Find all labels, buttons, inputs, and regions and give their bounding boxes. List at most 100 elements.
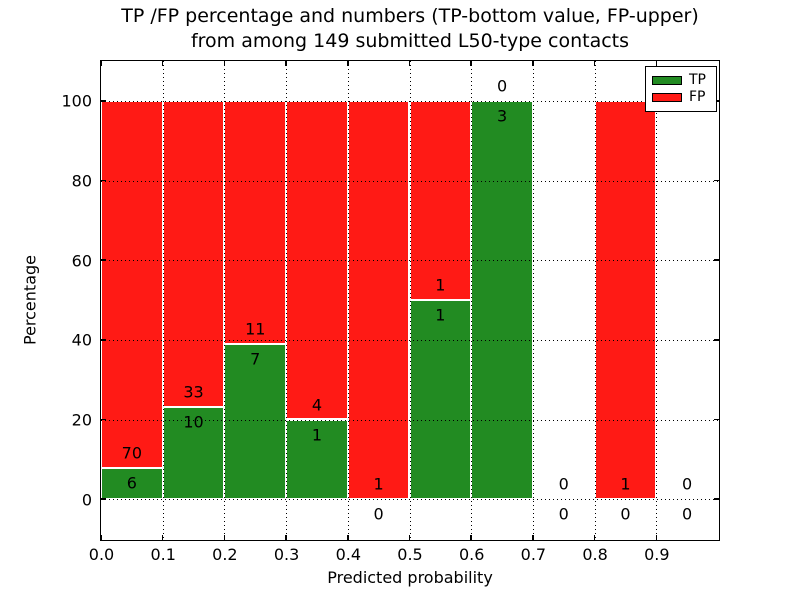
legend-entry-fp: FP: [652, 89, 710, 106]
annotation-fp-count: 4: [311, 395, 323, 414]
bar-segment-fp: [162, 100, 225, 407]
annotation-fp-count: 33: [183, 382, 204, 402]
x-tick-label: 0.1: [150, 545, 176, 564]
x-tick-label: 0.7: [520, 545, 547, 564]
grid-line-vertical: [409, 61, 411, 539]
x-tick-mark: [161, 535, 164, 540]
grid-line-vertical: [594, 61, 596, 539]
x-tick-mark: [593, 61, 596, 66]
x-tick-mark: [285, 61, 287, 66]
x-tick-label: 0.9: [644, 545, 670, 564]
annotation-tp-count: 0: [558, 504, 569, 524]
y-tick-mark: [714, 179, 719, 182]
y-tick-mark: [714, 498, 719, 500]
annotation-fp-count: 1: [373, 474, 384, 494]
chart-title: TP /FP percentage and numbers (TP-bottom…: [100, 4, 720, 54]
annotation-tp-count: 0: [682, 504, 693, 524]
y-tick-mark: [714, 418, 719, 421]
bar-segment-fp: [409, 100, 472, 300]
annotation-tp-count: 7: [250, 349, 261, 369]
x-tick-mark: [655, 61, 658, 66]
y-tick-mark: [714, 259, 719, 261]
bar-segment-fp: [347, 100, 410, 500]
x-tick-mark: [470, 61, 472, 66]
bar-segment-tp: [101, 467, 163, 500]
bar-segment-fp: [224, 100, 287, 345]
y-tick-mark: [101, 179, 106, 182]
y-tick-mark: [101, 100, 106, 102]
grid-line-vertical: [162, 61, 164, 539]
bar-segment-tp: [286, 419, 348, 500]
x-axis-label: Predicted probability: [327, 568, 493, 587]
chart-title-line2: from among 149 submitted L50-type contac…: [190, 30, 630, 52]
x-tick-mark: [100, 535, 102, 540]
legend-label-tp: TP: [689, 72, 706, 88]
x-tick-mark: [470, 535, 472, 540]
x-tick-label: 0.4: [335, 545, 362, 564]
y-tick-label: 40: [71, 330, 92, 350]
x-tick-label: 0.8: [582, 545, 608, 564]
annotation-tp-count: 10: [183, 412, 204, 432]
bar-segment-tp: [409, 300, 472, 500]
x-tick-label: 0.6: [458, 545, 485, 564]
x-tick-mark: [655, 535, 658, 540]
annotation-fp-count: 70: [121, 443, 143, 463]
x-tick-mark: [532, 61, 534, 66]
x-tick-mark: [593, 535, 596, 540]
y-tick-mark: [101, 418, 106, 421]
grid-line-vertical: [656, 61, 658, 539]
annotation-tp-count: 6: [126, 473, 137, 493]
annotation-fp-count: 0: [496, 76, 508, 96]
annotation-fp-count: 1: [435, 275, 446, 295]
x-tick-label: 0.2: [212, 545, 238, 564]
annotation-tp-count: 1: [435, 305, 446, 325]
grid-line-vertical: [347, 61, 349, 539]
bar-segment-tp: [162, 406, 225, 500]
x-tick-mark: [408, 61, 411, 66]
grid-line-vertical: [286, 61, 288, 539]
legend: TP FP: [645, 66, 717, 112]
bar-segment-fp: [101, 100, 163, 468]
annotation-fp-count: 0: [682, 474, 693, 494]
y-tick-mark: [714, 339, 719, 341]
x-tick-label: 0.5: [397, 545, 423, 564]
y-tick-mark: [101, 339, 106, 341]
grid-line-vertical: [471, 61, 473, 539]
y-tick-label: 60: [71, 251, 92, 271]
annotation-tp-count: 1: [311, 425, 323, 444]
annotation-fp-count: 0: [558, 474, 569, 494]
chart-title-line1: TP /FP percentage and numbers (TP-bottom…: [121, 5, 699, 27]
x-tick-mark: [532, 535, 534, 540]
x-tick-mark: [161, 61, 164, 66]
annotation-tp-count: 0: [620, 504, 631, 524]
x-tick-mark: [223, 61, 226, 66]
y-tick-label: 80: [71, 171, 92, 191]
annotation-fp-count: 11: [245, 319, 266, 339]
x-tick-mark: [100, 61, 102, 66]
annotation-fp-count: 1: [620, 474, 631, 494]
x-tick-mark: [347, 535, 349, 540]
y-tick-label: 20: [71, 410, 92, 430]
bar-segment-tp: [471, 100, 533, 500]
y-tick-mark: [101, 498, 106, 500]
annotation-tp-count: 0: [373, 504, 384, 524]
plot-area: 70 6 33 10 11 7 4 1 1 0 1 1 0 3 0 0 1 0 0 0: [100, 60, 720, 541]
grid-line-vertical: [224, 61, 226, 539]
legend-entry-tp: TP: [652, 72, 710, 89]
x-tick-mark: [223, 535, 226, 540]
legend-swatch-tp-icon: [652, 76, 682, 85]
grid-line-vertical: [532, 61, 534, 539]
y-tick-mark: [101, 259, 106, 261]
y-tick-label: 100: [61, 91, 92, 111]
x-tick-mark: [347, 61, 349, 66]
legend-swatch-fp-icon: [652, 93, 682, 102]
x-tick-label: 0.3: [273, 545, 300, 564]
annotation-tp-count: 3: [496, 106, 508, 126]
legend-label-fp: FP: [689, 89, 706, 105]
x-tick-mark: [285, 535, 287, 540]
y-tick-label: 0: [81, 490, 92, 510]
bar-segment-fp: [594, 100, 657, 500]
x-tick-mark: [408, 535, 411, 540]
x-tick-label: 0.0: [88, 545, 115, 564]
